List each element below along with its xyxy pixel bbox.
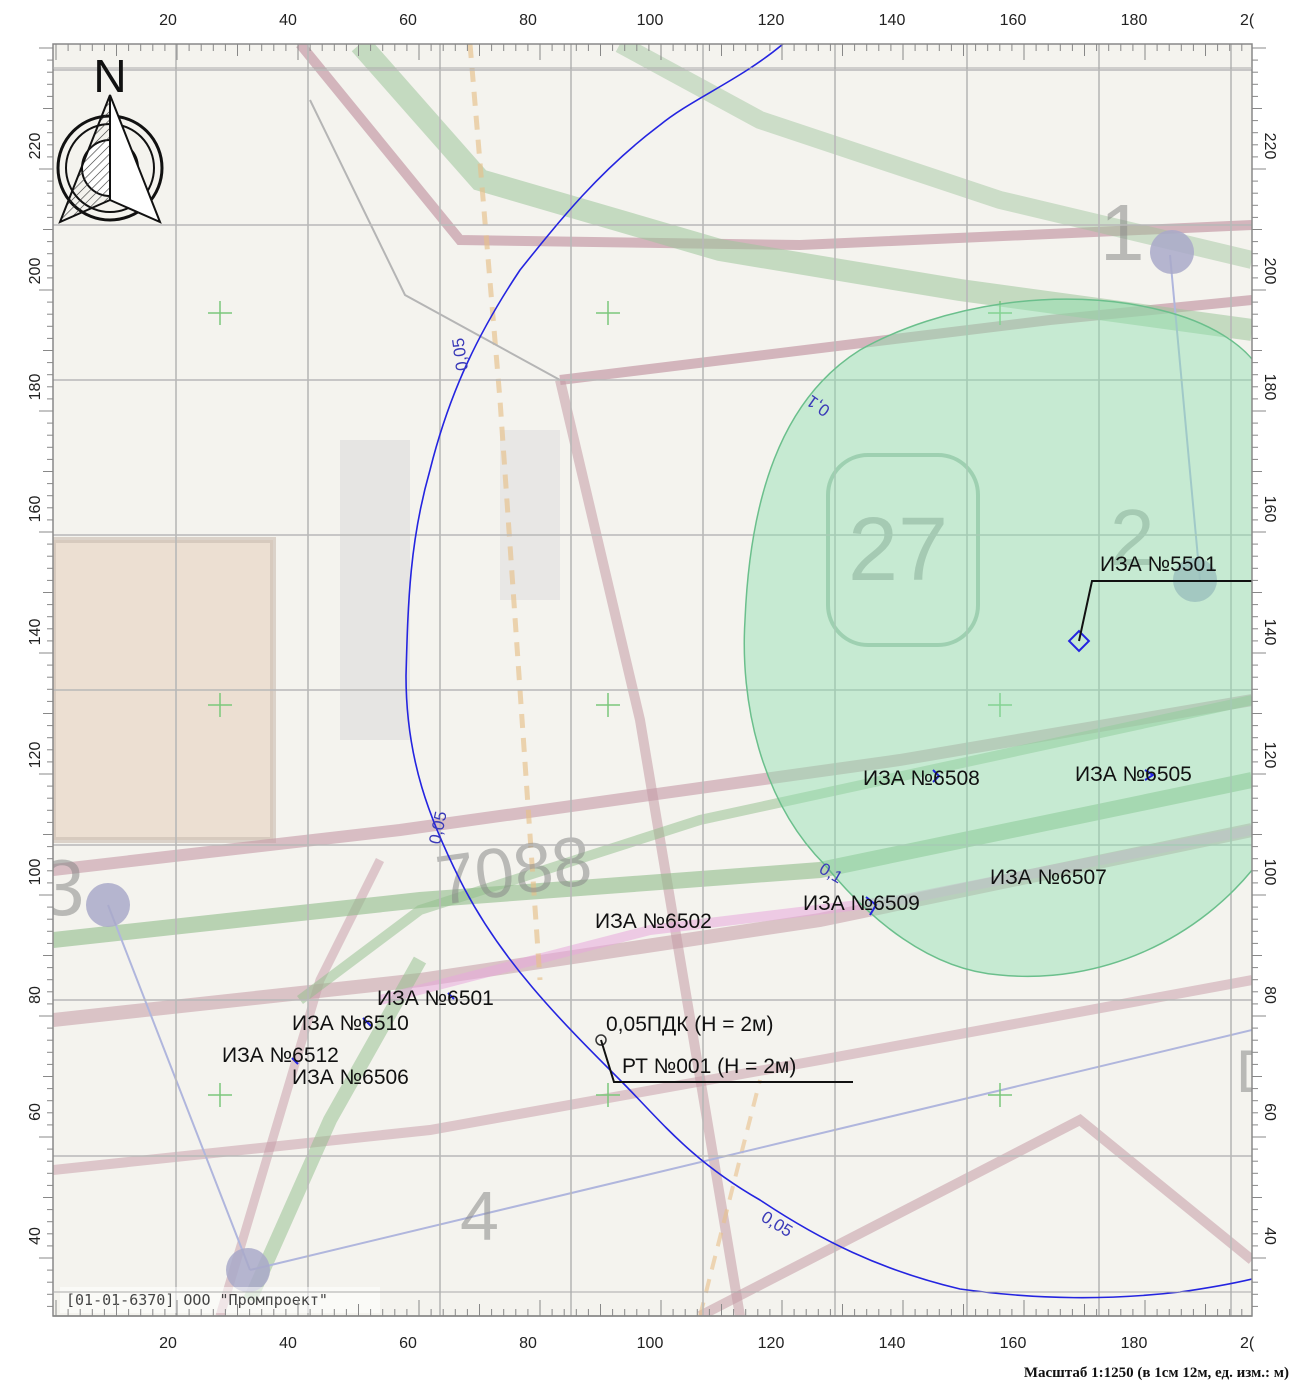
grid-cross: [596, 1083, 620, 1107]
x-tick-label: 100: [637, 12, 664, 29]
x-tick-label: 160: [1000, 12, 1027, 29]
receptor-leader-line: [600, 1039, 853, 1083]
y-tick-label: 200: [1261, 258, 1278, 285]
y-tick-label: 160: [1261, 496, 1278, 523]
scale-note: Масштаб 1:1250 (в 1см 12м, ед. изм.: м): [1023, 1365, 1289, 1381]
source-marker-6508[interactable]: [932, 769, 941, 783]
north-arrow-icon: N: [56, 50, 164, 224]
parcel-number: 27: [848, 500, 948, 600]
y-tick-label: 220: [1261, 133, 1278, 160]
y-tick-label: 160: [27, 496, 44, 523]
source-marker-6512[interactable]: [291, 1057, 299, 1065]
company-label: [01-01-6370] ООО "Промпроект": [66, 1291, 328, 1309]
x-tick-label: 2(: [1240, 1335, 1255, 1352]
x-tick-label: 80: [519, 12, 537, 29]
y-tick-label: 100: [1261, 859, 1278, 886]
x-tick-label: 120: [758, 1335, 785, 1352]
ruler-ticks: [39, 44, 1266, 1316]
x-tick-label: 180: [1121, 1335, 1148, 1352]
y-tick-label: 200: [27, 258, 44, 285]
leader-line-5501: [1078, 580, 1252, 642]
source-marker-6501[interactable]: [447, 992, 455, 1000]
grid-cross: [208, 301, 232, 325]
background-label-2: 2: [1110, 493, 1155, 582]
contour-0-1-zone: [743, 298, 1252, 978]
map-grid: [53, 44, 1252, 1316]
x-tick-label: 40: [279, 12, 297, 29]
background-label-3: 3: [40, 843, 85, 932]
y-tick-label: 140: [27, 619, 44, 646]
y-tick-label: 40: [27, 1227, 44, 1245]
receptor-value-label: 0,05ПДК (Н = 2м): [606, 1013, 773, 1036]
y-tick-label: 120: [1261, 742, 1278, 769]
x-tick-label: 180: [1121, 12, 1148, 29]
contour-label: 0,05: [449, 337, 472, 372]
y-tick-label: 80: [1261, 986, 1278, 1004]
map-frame: [52, 43, 1253, 1317]
source-label: ИЗА №6505: [1075, 763, 1192, 786]
x-tick-label: 40: [279, 1335, 297, 1352]
y-tick-label: 60: [27, 1103, 44, 1121]
source-marker-6510[interactable]: [362, 1017, 372, 1027]
x-tick-label: 60: [399, 1335, 417, 1352]
x-axis-bottom: 20 40 60 80 100 120 140 160 180 2(: [159, 1335, 1255, 1352]
y-tick-label: 140: [1261, 619, 1278, 646]
grid-cross: [988, 301, 1012, 325]
x-axis-top: 20 40 60 80 100 120 140 160 180 2(: [159, 12, 1255, 29]
x-tick-label: 2(: [1240, 12, 1255, 29]
source-label: ИЗА №6502: [595, 910, 712, 933]
source-marker-6509[interactable]: [865, 896, 878, 916]
y-tick-label: 220: [27, 133, 44, 160]
source-label: ИЗА №5501: [1100, 553, 1217, 576]
y-tick-label: 180: [1261, 374, 1278, 401]
source-marker-5501[interactable]: [1067, 629, 1091, 653]
x-tick-label: 140: [879, 12, 906, 29]
background-label-1: 1: [1100, 188, 1145, 277]
x-tick-label: 100: [637, 1335, 664, 1352]
background-label-d: D: [1236, 1038, 1279, 1105]
y-axis-right: 220 200 180 160 140 120 100 80 60 40: [1261, 133, 1278, 1245]
x-tick-label: 140: [879, 1335, 906, 1352]
y-tick-label: 60: [1261, 1103, 1278, 1121]
background-label-4: 4: [460, 1177, 499, 1255]
x-tick-label: 120: [758, 12, 785, 29]
x-tick-label: 20: [159, 1335, 177, 1352]
y-axis-left: 220 200 180 160 140 120 100 80 60 40: [27, 133, 44, 1245]
grid-cross: [596, 693, 620, 717]
source-label: ИЗА №6509: [803, 892, 920, 915]
y-tick-label: 100: [27, 859, 44, 886]
source-label: ИЗА №6501: [377, 987, 494, 1010]
x-tick-label: 60: [399, 12, 417, 29]
receptor-point[interactable]: [595, 1034, 607, 1046]
x-tick-label: 80: [519, 1335, 537, 1352]
y-tick-label: 180: [27, 374, 44, 401]
source-marker-6505[interactable]: [1144, 769, 1155, 781]
grid-cross: [208, 693, 232, 717]
source-label: ИЗА №6510: [292, 1012, 409, 1035]
source-label: ИЗА №6512: [222, 1044, 339, 1067]
receptor-name-label: РТ №001 (Н = 2м): [622, 1055, 796, 1078]
parcel-marker: [826, 453, 980, 647]
y-tick-label: 120: [27, 742, 44, 769]
y-tick-label: 40: [1261, 1227, 1278, 1245]
grid-cross: [596, 301, 620, 325]
grid-cross: [988, 693, 1012, 717]
grid-cross: [988, 1083, 1012, 1107]
contour-0-05-line: [405, 44, 1252, 1299]
source-label: ИЗА №6506: [292, 1066, 409, 1089]
base-map: 27 1 2 3 4 D 7088: [40, 44, 1279, 1316]
grid-cross: [208, 1083, 232, 1107]
source-markers: [291, 580, 1252, 1065]
x-tick-label: 20: [159, 12, 177, 29]
north-letter: N: [93, 50, 126, 102]
x-tick-label: 160: [1000, 1335, 1027, 1352]
source-label: ИЗА №6508: [863, 767, 980, 790]
source-label: ИЗА №6507: [990, 866, 1107, 889]
y-tick-label: 80: [27, 986, 44, 1004]
